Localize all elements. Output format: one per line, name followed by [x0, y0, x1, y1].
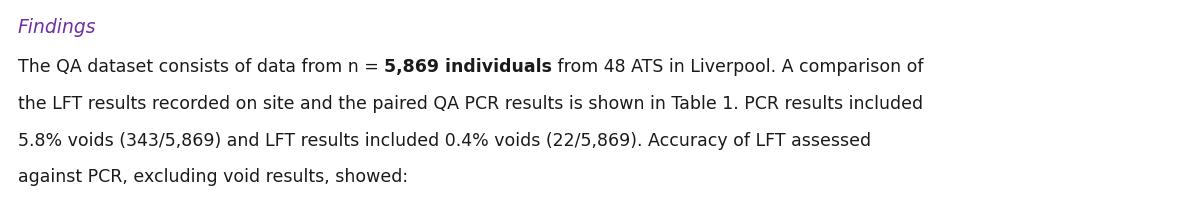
- Text: the LFT results recorded on site and the paired QA PCR results is shown in Table: the LFT results recorded on site and the…: [18, 95, 923, 113]
- Text: against PCR, excluding void results, showed:: against PCR, excluding void results, sho…: [18, 168, 408, 186]
- Text: 5,869 individuals: 5,869 individuals: [384, 58, 552, 76]
- Text: Findings: Findings: [18, 18, 96, 37]
- Text: 5.8% voids (343/5,869) and LFT results included 0.4% voids (22/5,869). Accuracy : 5.8% voids (343/5,869) and LFT results i…: [18, 132, 871, 150]
- Text: The QA dataset consists of data from n =: The QA dataset consists of data from n =: [18, 58, 384, 76]
- Text: from 48 ATS in Liverpool. A comparison of: from 48 ATS in Liverpool. A comparison o…: [552, 58, 924, 76]
